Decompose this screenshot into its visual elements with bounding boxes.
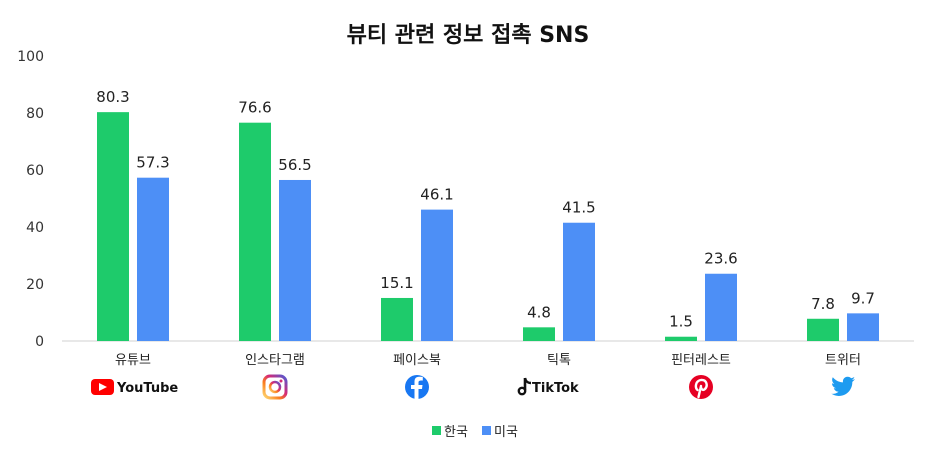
x-tick-label: 페이스북	[393, 353, 441, 368]
data-label: 76.6	[238, 99, 271, 117]
tiktok-wordmark: TikTok	[532, 381, 579, 396]
bar-korea	[381, 297, 413, 341]
youtube-wordmark: YouTube	[116, 381, 178, 396]
data-label: 15.1	[380, 274, 413, 292]
bar-usa	[705, 273, 737, 341]
legend-swatch-usa	[482, 426, 491, 435]
y-tick-label: 100	[17, 49, 44, 65]
twitter-icon	[831, 376, 855, 396]
bar-usa	[137, 177, 169, 341]
bar-usa	[563, 222, 595, 341]
data-label: 9.7	[851, 289, 875, 307]
bar-usa	[421, 209, 453, 341]
legend: 한국 미국	[432, 425, 518, 440]
legend-label-korea: 한국	[444, 425, 468, 440]
pinterest-icon	[689, 375, 713, 399]
bar-korea	[665, 336, 697, 341]
x-tick-label: 틱톡	[547, 353, 571, 368]
x-tick-label: 유튜브	[115, 353, 151, 368]
y-tick-label: 40	[26, 220, 44, 236]
bar-korea	[523, 327, 555, 341]
data-label: 56.5	[278, 156, 311, 174]
y-tick-label: 80	[26, 106, 44, 122]
brand-icon-row: YouTube TikTok	[91, 374, 855, 400]
x-axis: 유튜브 인스타그램 페이스북 틱톡 핀터레스트 트위터	[115, 353, 861, 368]
youtube-icon: YouTube	[91, 379, 178, 396]
data-label-layer: 80.3 57.3 76.6 56.5 15.1 46.1 4.8 41.5 1.5 23.6 7.…	[96, 88, 875, 331]
x-tick-label: 트위터	[825, 353, 861, 368]
data-label: 41.5	[562, 199, 595, 217]
bar-korea	[97, 112, 129, 342]
x-tick-label: 핀터레스트	[671, 353, 731, 368]
facebook-icon	[405, 375, 429, 399]
data-label: 7.8	[811, 295, 835, 313]
legend-label-usa: 미국	[494, 425, 518, 440]
tiktok-icon: TikTok	[517, 377, 579, 396]
bar-usa	[847, 313, 879, 341]
y-tick-label: 60	[26, 163, 44, 179]
bar-korea	[239, 122, 271, 341]
bar-usa	[279, 179, 311, 341]
y-tick-label: 20	[26, 277, 44, 293]
data-label: 23.6	[704, 250, 737, 268]
y-axis: 0 20 40 60 80 100	[17, 49, 44, 350]
data-label: 1.5	[669, 313, 693, 331]
legend-swatch-korea	[432, 426, 441, 435]
data-label: 4.8	[527, 303, 551, 321]
data-label: 57.3	[136, 154, 169, 172]
x-tick-label: 인스타그램	[245, 353, 305, 368]
instagram-icon	[262, 374, 288, 400]
y-tick-label: 0	[35, 334, 44, 350]
data-label: 46.1	[420, 186, 453, 204]
data-label: 80.3	[96, 88, 129, 106]
bar-korea	[807, 318, 839, 341]
chart-title: 뷰티 관련 정보 접촉 SNS	[347, 23, 590, 48]
bar-layer	[97, 112, 879, 342]
